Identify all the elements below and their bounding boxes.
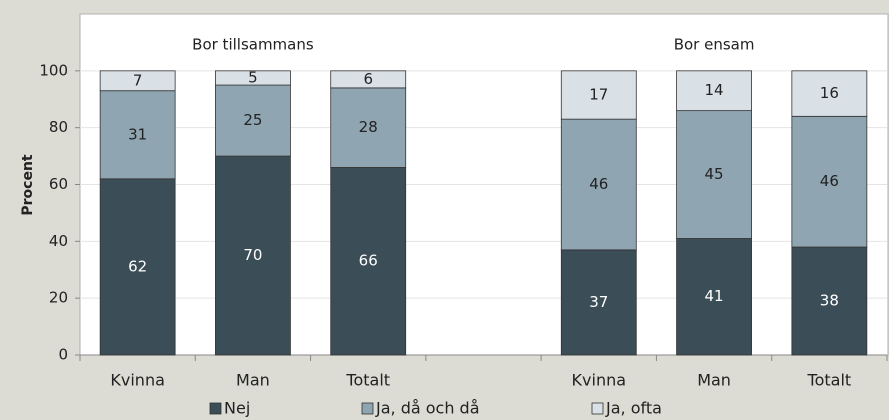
bar-segment xyxy=(676,238,752,356)
x-tick-label: Kvinna xyxy=(572,371,627,390)
y-tick-label: 40 xyxy=(49,232,68,250)
bar-segment xyxy=(560,70,637,120)
bar-segment xyxy=(791,70,868,117)
group-label: Bor ensam xyxy=(674,36,755,54)
data-label: 46 xyxy=(589,175,608,193)
bar-segment xyxy=(791,115,868,248)
legend-label: Ja, ofta xyxy=(605,399,662,418)
bar-segment xyxy=(215,70,291,86)
data-label: 14 xyxy=(705,81,724,99)
legend-label: Nej xyxy=(224,399,250,418)
bar-segment xyxy=(215,84,291,157)
legend-label: Ja, då och då xyxy=(375,399,480,418)
legend-swatch xyxy=(209,402,222,415)
data-label: 66 xyxy=(359,252,378,270)
bar-segment xyxy=(215,155,291,356)
bar-segment xyxy=(99,178,176,356)
legend-swatch xyxy=(591,402,604,415)
bar-segment xyxy=(330,70,407,89)
x-tick-label: Man xyxy=(236,371,270,390)
data-label: 46 xyxy=(820,172,839,190)
bar-segment xyxy=(676,70,752,112)
data-label: 62 xyxy=(128,257,147,275)
legend-swatch xyxy=(361,402,374,415)
y-axis-label: Procent xyxy=(20,154,36,216)
data-label: 5 xyxy=(248,68,258,86)
bar-segment xyxy=(560,249,637,356)
bar-segment xyxy=(330,167,407,356)
data-label: 17 xyxy=(589,85,608,103)
y-tick-label: 60 xyxy=(49,175,68,193)
data-label: 7 xyxy=(133,71,143,89)
bar-segment xyxy=(99,90,176,180)
data-label: 25 xyxy=(243,111,262,129)
x-tick-label: Totalt xyxy=(345,371,390,390)
y-tick-label: 100 xyxy=(39,61,68,79)
x-tick-label: Man xyxy=(697,371,731,390)
y-tick-label: 0 xyxy=(58,346,68,364)
group-label: Bor tillsammans xyxy=(192,36,314,54)
bar-segment xyxy=(791,246,868,356)
data-label: 70 xyxy=(243,246,262,264)
y-tick-label: 20 xyxy=(49,289,68,307)
bar-segment xyxy=(330,87,407,168)
data-label: 45 xyxy=(705,165,724,183)
data-label: 6 xyxy=(363,70,373,88)
data-label: 28 xyxy=(359,118,378,136)
bar-segment xyxy=(676,110,752,239)
bar-segment xyxy=(560,118,637,251)
data-label: 41 xyxy=(705,287,724,305)
data-label: 16 xyxy=(820,84,839,102)
x-tick-label: Kvinna xyxy=(110,371,165,390)
x-tick-label: Totalt xyxy=(807,371,852,390)
data-label: 38 xyxy=(820,292,839,310)
data-label: 31 xyxy=(128,125,147,143)
data-label: 37 xyxy=(589,293,608,311)
bar-segment xyxy=(99,70,176,92)
y-tick-label: 80 xyxy=(49,118,68,136)
